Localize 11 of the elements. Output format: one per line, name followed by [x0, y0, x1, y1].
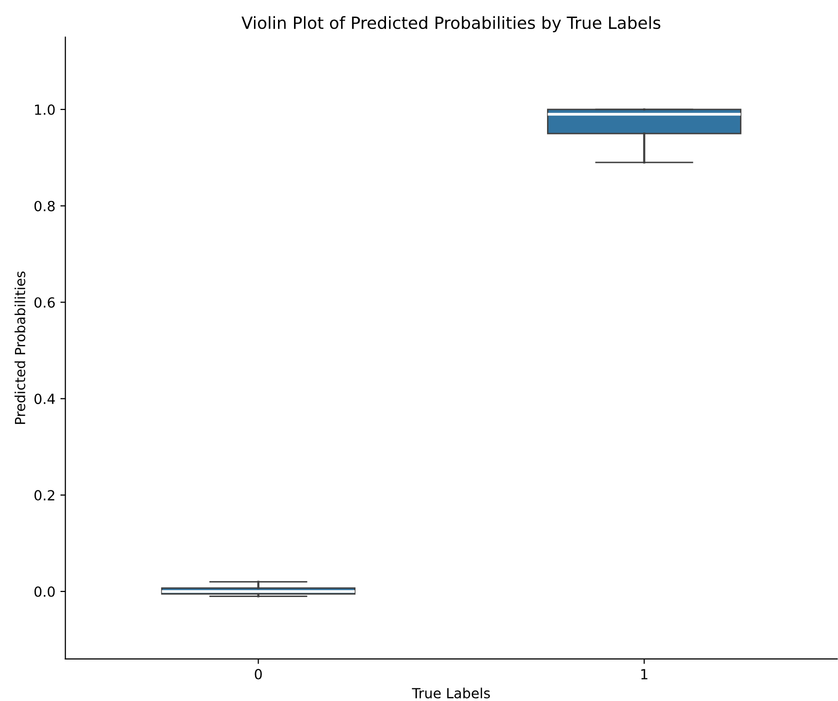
- y-tick-label: 0.2: [34, 490, 54, 501]
- y-tick-label: 0.8: [34, 200, 55, 212]
- y-tick-label: 0.6: [34, 297, 55, 308]
- y-tick-label: 0.4: [34, 394, 55, 404]
- x-axis-title: True Labels: [412, 688, 490, 698]
- y-tick-label: 0.0: [34, 586, 55, 597]
- chart-title: Violin Plot of Predicted Probabilities by True Labels: [242, 16, 660, 32]
- y-axis-title: Predicted Probabilities: [14, 272, 26, 424]
- y-tick-label: 1.0: [35, 104, 55, 115]
- x-tick-label: 0: [254, 668, 262, 680]
- x-tick-label: 1: [641, 669, 648, 680]
